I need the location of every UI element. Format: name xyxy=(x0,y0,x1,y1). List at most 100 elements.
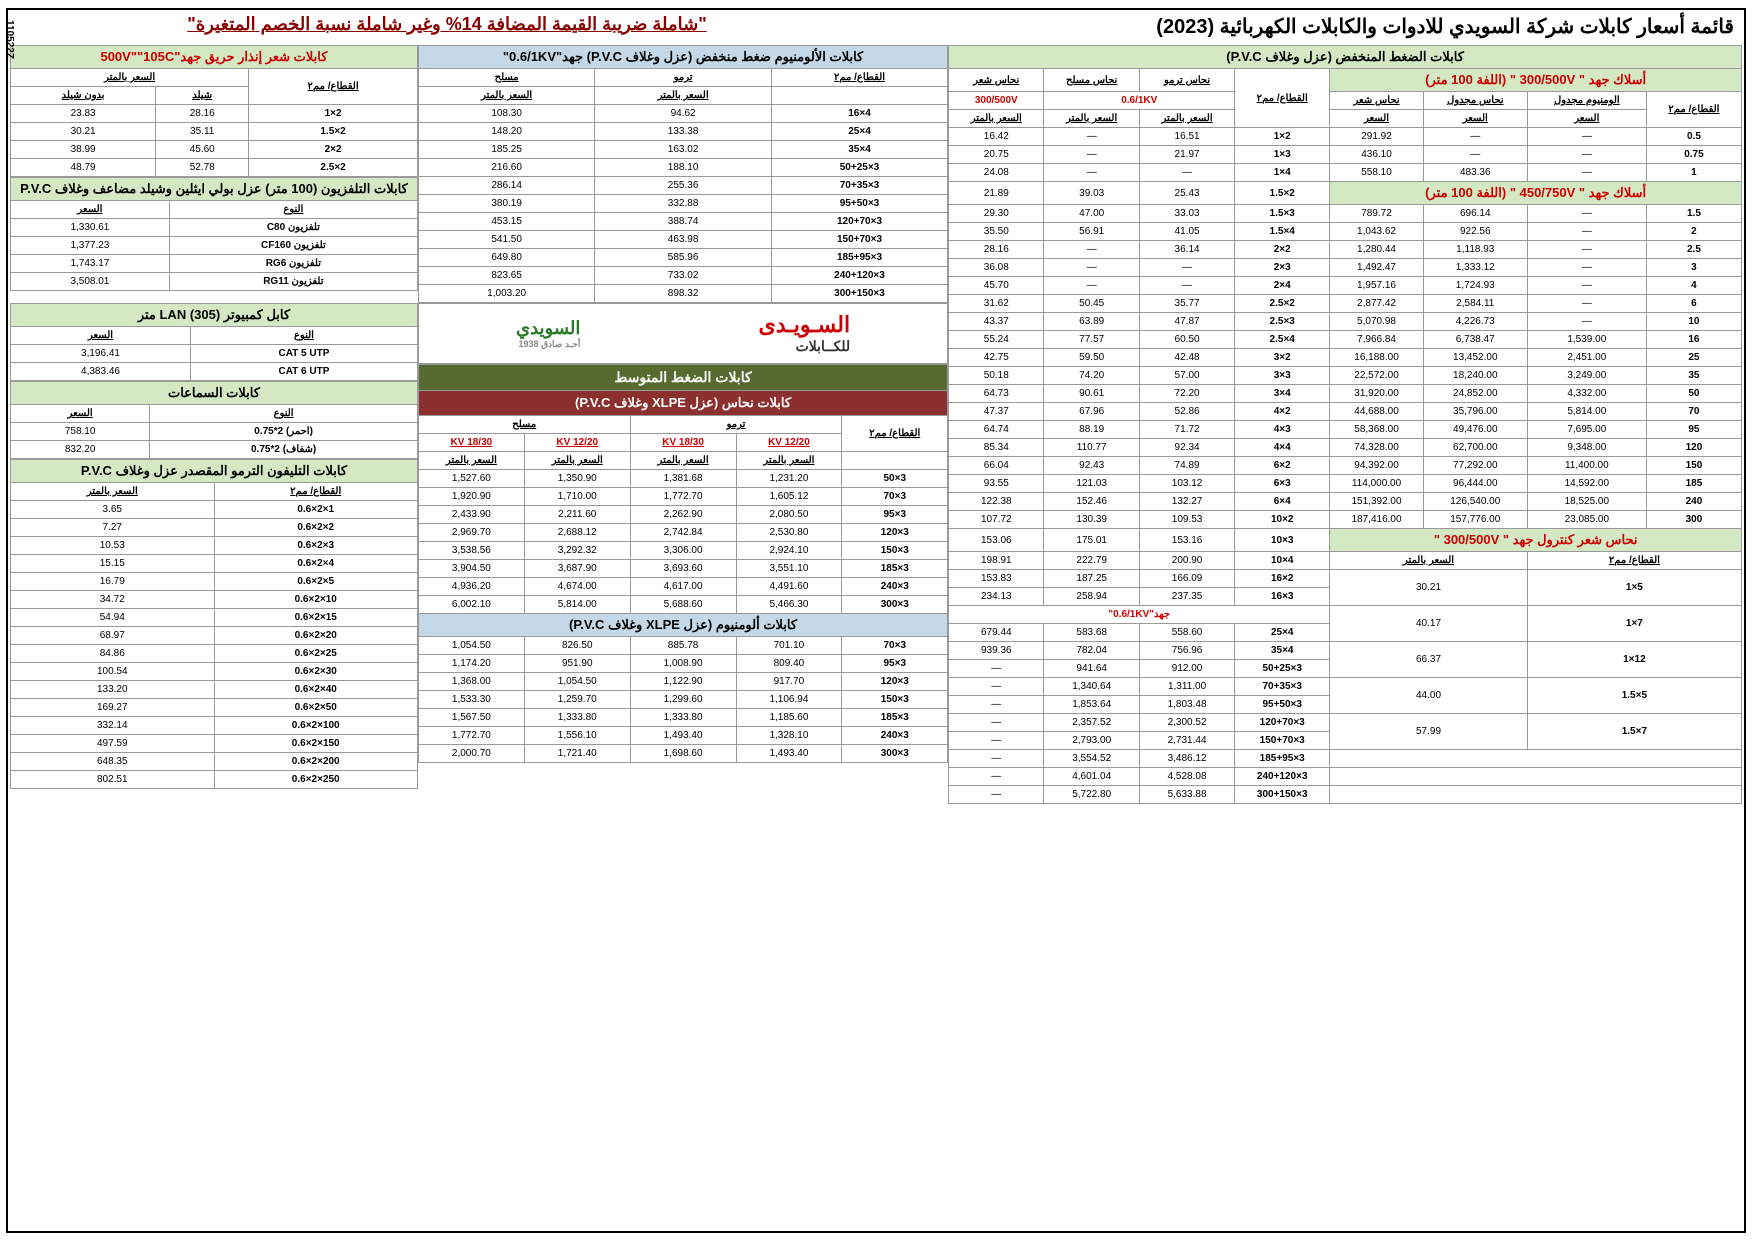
table-row: 3×240+1204,528.084,601.04— xyxy=(949,768,1742,786)
elsewedy-logo: السويديأحـد صادق 1938 xyxy=(516,318,580,350)
tv-header: كابلات التلفزيون (100 متر) عزل بولي ايثل… xyxy=(11,178,418,201)
table-row: 5×1.544.003×70+351,311.001,340.64— xyxy=(949,678,1742,696)
table-row: 15011,400.0077,292.0094,392.002×674.8992… xyxy=(949,457,1742,475)
table-row: 50×2×0.6169.27 xyxy=(11,699,418,717)
table-row: 2×2×0.67.27 xyxy=(11,519,418,537)
table-row: 3—1,333.121,492.473×2——36.08 xyxy=(949,259,1742,277)
table-row: 3×1851,185.601,333.801,333.801,567.50 xyxy=(418,709,947,727)
table-row: 3×3001,493.401,698.601,721.402,000.70 xyxy=(418,745,947,763)
table-row: 1—483.36558.104×1——24.08 xyxy=(949,164,1742,182)
table-row: 5×130.212×16166.09187.25153.83 xyxy=(949,570,1742,588)
table-row: 24018,525.00126,540.00151,392.004×6132.2… xyxy=(949,493,1742,511)
table-row: 161,539.006,738.477,966.844×2.560.5077.5… xyxy=(949,331,1742,349)
table-row: 3×300+150898.321,003.20 xyxy=(418,285,947,303)
table-row: 1209,348.0062,700.0074,328.004×492.34110… xyxy=(949,439,1742,457)
table-row: 0.5——291.922×116.51—16.42 xyxy=(949,128,1742,146)
table-row: CAT 6 UTP4,383.46 xyxy=(11,363,418,381)
table-row: 4×35163.02185.25 xyxy=(418,141,947,159)
table-row: 18514,592.0096,444.00114,000.003×6103.12… xyxy=(949,475,1742,493)
col-cop-hair: نحاس شعر xyxy=(1330,92,1424,110)
table-row: 3×2×0.610.53 xyxy=(11,537,418,555)
table-row: 100×2×0.6332.14 xyxy=(11,717,418,735)
table-row: تلفزيون RG113,508.01 xyxy=(11,273,418,291)
copper-xlpe-header: كابلات نحاس (عزل XLPE وغلاف P.V.C) xyxy=(418,391,947,416)
table-row: 10×2×0.634.72 xyxy=(11,591,418,609)
table-row: 504,332.0024,852.0031,920.004×372.2090.6… xyxy=(949,385,1742,403)
table-row: 3×1502,924.103,306.003,292.323,538.56 xyxy=(418,542,947,560)
table-row: 3×120917.701,122.901,054.501,368.00 xyxy=(418,673,947,691)
phone-header: كابلات التليفون الترمو المقصدر عزل وغلاف… xyxy=(11,460,418,483)
table-row: 3×300+1505,633.885,722.80— xyxy=(949,786,1742,804)
table-row: 1×2×0.63.65 xyxy=(11,501,418,519)
table-row: 30023,085.00157,776.00187,416.002×10109.… xyxy=(949,511,1742,529)
table-row: 3×501,231.201,381.681,350.901,527.60 xyxy=(418,470,947,488)
table-row: 6—2,584.112,877.422×2.535.7750.4531.62 xyxy=(949,295,1742,313)
table-row: 3×120+70388.74453.15 xyxy=(418,213,947,231)
table-row: 1.5—696.14789.723×1.533.0347.0029.30 xyxy=(949,205,1742,223)
fire-header: كابلات شعر إنذار حريق جهد"500V""105C xyxy=(11,46,418,69)
table-row: 20×2×0.668.97 xyxy=(11,627,418,645)
col-cop-twist: نحاس مجدول xyxy=(1423,92,1527,110)
table-row: 2×2.552.7848.79 xyxy=(11,159,418,177)
table-row: 40×2×0.6133.20 xyxy=(11,681,418,699)
table-row: تلفزيون RG61,743.17 xyxy=(11,255,418,273)
table-row: 3×1501,106.941,299.601,259.701,533.30 xyxy=(418,691,947,709)
table-row: 3×2404,491.604,617.004,674.004,936.20 xyxy=(418,578,947,596)
table-row: 12×166.374×35756.96782.04939.36 xyxy=(949,642,1742,660)
col-termo: نحاس ترمو xyxy=(1139,69,1234,92)
alum-xlpe-header: كابلات ألومنيوم (عزل XLPE وغلاف P.V.C) xyxy=(418,614,947,637)
page-title: قائمة أسعار كابلات شركة السويدي للادوات … xyxy=(876,14,1734,39)
col-hair: نحاس شعر xyxy=(949,69,1044,92)
table-row: 3×2401,328.101,493.401,556.101,772.70 xyxy=(418,727,947,745)
speaker-table: كابلات السماعات النوعالسعر (احمر) 2*0.75… xyxy=(10,381,418,459)
table-row: 30×2×0.6100.54 xyxy=(11,663,418,681)
logo-area: السـويـدىللكــابلات السويديأحـد صادق 193… xyxy=(418,303,948,364)
v300: 300/500V xyxy=(949,92,1044,110)
table-row: CAT 5 UTP3,196.41 xyxy=(11,345,418,363)
table-row: 3×701,605.121,772.701,710.001,920.90 xyxy=(418,488,947,506)
table-row: 150×2×0.6497.59 xyxy=(11,735,418,753)
v061: 0.6/1KV xyxy=(1044,92,1235,110)
table-row: 7×140.17جهد"0.6/1KV" xyxy=(949,606,1742,624)
table-row: (شفاف) 2*0.75832.20 xyxy=(11,441,418,459)
table-row: 3×1202,530.802,742.842,688.122,969.70 xyxy=(418,524,947,542)
table-row: 250×2×0.6802.51 xyxy=(11,771,418,789)
table-row: 2—922.561,043.624×1.541.0556.9135.50 xyxy=(949,223,1742,241)
medvolt-header: كابلات الضغط المتوسط xyxy=(418,365,947,391)
table-row: 2×128.1623.83 xyxy=(11,105,418,123)
table-row: تلفزيون CF1601,377.23 xyxy=(11,237,418,255)
lan-header: كابل كمبيوتر LAN (305) متر xyxy=(11,304,418,327)
table-row: 25×2×0.684.86 xyxy=(11,645,418,663)
table-row: 4—1,724.931,957.164×2——45.70 xyxy=(949,277,1742,295)
table-row: 3×185+95585.96649.80 xyxy=(418,249,947,267)
table-row: 15×2×0.654.94 xyxy=(11,609,418,627)
elsewedy-cables-logo: السـويـدىللكــابلات xyxy=(759,312,851,355)
table-row: 3×185+953,486.123,554.52— xyxy=(949,750,1742,768)
table-row: 957,695.0049,476.0058,368.003×471.7288.1… xyxy=(949,421,1742,439)
fire-table: كابلات شعر إنذار حريق جهد"500V""105C الق… xyxy=(10,45,418,177)
table-row: 0.75——436.103×121.97—20.75 xyxy=(949,146,1742,164)
page-subtitle: "شاملة ضريبة القيمة المضافة 14% وغير شام… xyxy=(18,14,876,39)
table-row: تلفزيون C801,330.61 xyxy=(11,219,418,237)
table-row: 3×95+50332.88380.19 xyxy=(418,195,947,213)
table-row: 3×240+120733.02823.65 xyxy=(418,267,947,285)
table-row: 200×2×0.6648.35 xyxy=(11,753,418,771)
table-row: 2×1.535.1130.21 xyxy=(11,123,418,141)
section-header: كابلات الضغط المنخفض (عزل وغلاف P.V.C) xyxy=(949,46,1742,69)
table-row: 2.5—1,118.931,280.442×236.14—28.16 xyxy=(949,241,1742,259)
table-row: 3×70701.10885.78826.501,054.50 xyxy=(418,637,947,655)
table-row: 4×1694.62108.30 xyxy=(418,105,947,123)
table-row: 10—4,226.735,070.983×2.547.8763.8943.37 xyxy=(949,313,1742,331)
col-armor: نحاس مسلح xyxy=(1044,69,1140,92)
table-row: 7×1.557.993×120+702,300.522,357.52— xyxy=(949,714,1742,732)
alum-low-table: كابلات الألومنيوم ضغط منخفض (عزل وغلاف P… xyxy=(418,45,948,303)
table-row: 3×70+35255.36286.14 xyxy=(418,177,947,195)
table-row: 3×50+25188.10216.60 xyxy=(418,159,947,177)
control-header: نحاس شعر كنترول جهد " 300/500V " xyxy=(1330,529,1742,552)
table-row: 4×2×0.615.15 xyxy=(11,555,418,573)
table-row: 2×245.6038.99 xyxy=(11,141,418,159)
table-row: 3×150+70463.98541.50 xyxy=(418,231,947,249)
wires300-header: أسلاك جهد " 300/500V " (اللفة 100 متر) xyxy=(1330,69,1742,92)
alum-header: كابلات الألومنيوم ضغط منخفض (عزل وغلاف P… xyxy=(418,46,947,69)
table-row: 3×952,080.502,262.902,211.602,433.90 xyxy=(418,506,947,524)
